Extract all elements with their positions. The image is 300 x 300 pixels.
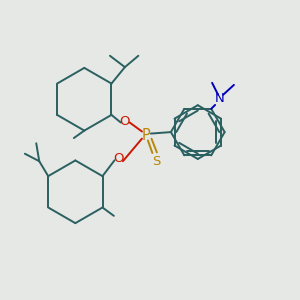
Text: O: O <box>119 115 130 128</box>
Text: N: N <box>215 92 224 106</box>
Text: O: O <box>113 152 124 165</box>
Text: S: S <box>152 154 160 167</box>
Text: P: P <box>141 128 150 142</box>
